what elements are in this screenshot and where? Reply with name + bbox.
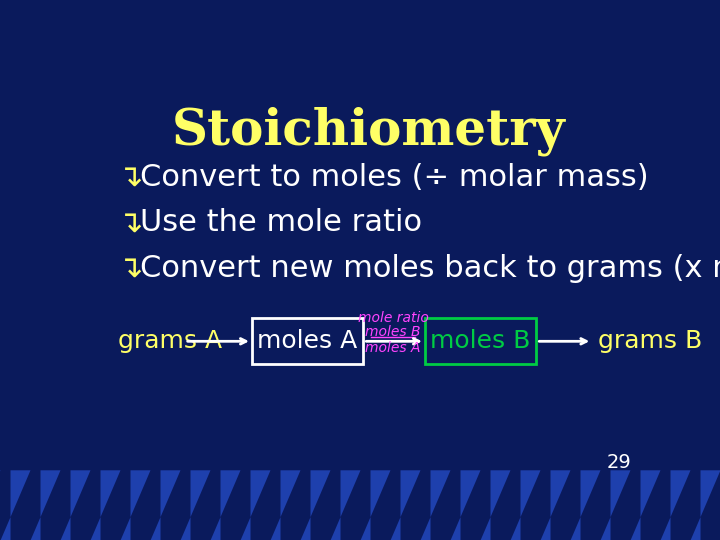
Text: ↴: ↴: [118, 163, 143, 192]
Text: grams A: grams A: [118, 329, 222, 353]
FancyBboxPatch shape: [425, 319, 536, 364]
Text: Convert new moles back to grams (x new molar mass): Convert new moles back to grams (x new m…: [140, 254, 720, 283]
Text: mole ratio: mole ratio: [358, 312, 428, 326]
Text: ↴: ↴: [118, 208, 143, 237]
Text: moles A: moles A: [258, 329, 358, 353]
Text: ↴: ↴: [118, 254, 143, 283]
Text: Use the mole ratio: Use the mole ratio: [140, 208, 422, 237]
Text: moles A: moles A: [365, 341, 420, 355]
Text: grams B: grams B: [598, 329, 702, 353]
Text: moles B: moles B: [365, 325, 420, 339]
Text: Convert to moles (÷ molar mass): Convert to moles (÷ molar mass): [140, 163, 649, 192]
Text: moles B: moles B: [431, 329, 531, 353]
Text: Stoichiometry: Stoichiometry: [172, 106, 566, 156]
Text: 29: 29: [606, 453, 631, 472]
FancyBboxPatch shape: [252, 319, 364, 364]
